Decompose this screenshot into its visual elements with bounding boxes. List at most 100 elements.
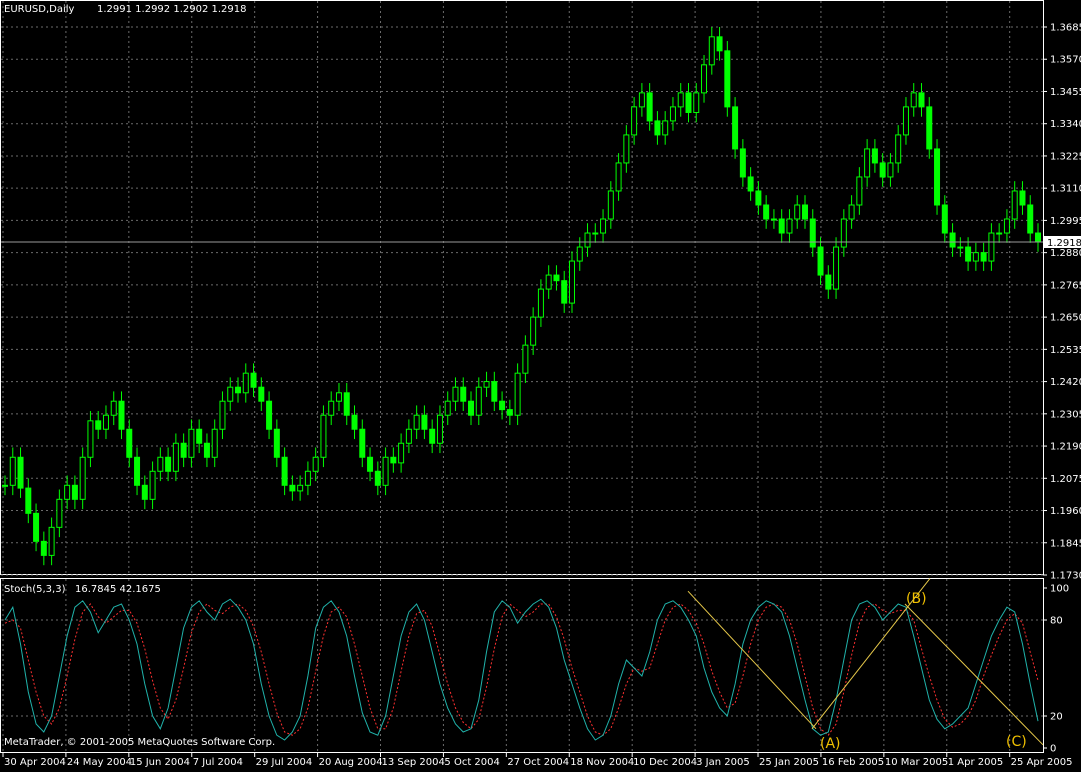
candle-body: [545, 274, 552, 290]
candle-body: [739, 148, 746, 178]
candle-body: [1027, 204, 1034, 234]
candle-body: [801, 204, 808, 220]
candle-body: [134, 456, 141, 486]
candle-body: [273, 428, 280, 458]
candle-body: [592, 232, 599, 235]
candle-body: [227, 386, 234, 402]
candle-body: [405, 428, 412, 444]
candle-body: [701, 64, 708, 94]
candle-body: [833, 246, 840, 290]
time-tick-label: 16 Feb 2005: [822, 757, 884, 768]
price-tick-label: 1.1730: [1050, 571, 1081, 582]
candle-body: [157, 456, 164, 472]
candle-body: [941, 204, 948, 234]
current-price-label: 1.2918: [1047, 238, 1081, 249]
candle-body: [188, 428, 195, 458]
candle-body: [304, 470, 311, 486]
price-panel-frame: [0, 0, 1044, 575]
candle-body: [763, 204, 770, 220]
candle-body: [367, 456, 374, 472]
candle-body: [607, 190, 614, 220]
time-tick-label: 15 Jun 2004: [130, 757, 190, 768]
time-tick-label: 24 May 2004: [67, 757, 132, 768]
stoch-tick-label: 0: [1050, 744, 1056, 755]
candle-body: [9, 456, 16, 486]
candle-body: [770, 218, 777, 221]
candle-body: [468, 400, 475, 416]
candle-body: [848, 204, 855, 220]
wave-lines: [687, 578, 1044, 746]
price-tick-label: 1.3340: [1050, 119, 1081, 130]
copyright-text: MetaTrader, © 2001-2005 MetaQuotes Softw…: [4, 737, 275, 748]
price-tick-label: 1.2765: [1050, 280, 1081, 291]
candle-body: [530, 316, 537, 346]
candle-body: [281, 456, 288, 486]
candle-body: [600, 218, 607, 234]
price-tick-label: 1.1960: [1050, 506, 1081, 517]
candle-body: [219, 400, 226, 430]
stoch-title: Stoch(5,3,3): [4, 584, 66, 595]
candle-body: [669, 106, 676, 122]
time-tick-label: 25 Jan 2005: [759, 757, 819, 768]
candle-body: [56, 498, 63, 528]
candle-body: [522, 344, 529, 374]
stoch-tick-label: 20: [1050, 712, 1063, 723]
candle-body: [320, 414, 327, 458]
wave-label-b: (B): [906, 591, 927, 607]
time-tick-label: 27 Oct 2004: [507, 757, 569, 768]
candle-body: [631, 106, 638, 136]
candle-body: [421, 414, 428, 430]
candle-body: [475, 386, 482, 416]
candle-body: [918, 92, 925, 108]
price-tick-label: 1.3110: [1050, 184, 1081, 195]
wave-line-1: [687, 590, 817, 730]
candle-body: [343, 392, 350, 416]
candle-body: [615, 162, 622, 192]
candle-body: [809, 218, 816, 248]
candle-body: [1003, 218, 1010, 234]
candle-body: [902, 106, 909, 136]
candle-body: [436, 414, 443, 444]
candle-body: [506, 409, 513, 416]
stoch-panel-frame: [0, 578, 1044, 753]
price-tick-label: 1.2650: [1050, 313, 1081, 324]
candle-body: [297, 484, 304, 492]
stoch-values: 16.7845 42.1675: [75, 584, 161, 595]
time-tick-label: 10 Dec 2004: [633, 757, 697, 768]
candle-body: [996, 232, 1003, 235]
candle-body: [568, 260, 575, 304]
time-tick-label: 29 Jul 2004: [256, 757, 313, 768]
time-tick-label: 3 Jan 2005: [696, 757, 750, 768]
candle-body: [491, 381, 498, 402]
candle-body: [64, 484, 71, 500]
wave-line-2: [811, 578, 931, 730]
candle-body: [374, 470, 381, 486]
candle-body: [149, 470, 156, 500]
candle-body: [460, 386, 467, 402]
candle-body: [312, 456, 319, 472]
candle-body: [879, 162, 886, 178]
time-tick-label: 25 Apr 2005: [1011, 757, 1073, 768]
candle-body: [957, 246, 964, 249]
candle-body: [351, 414, 358, 430]
candle-body: [972, 252, 979, 262]
candle-body: [328, 400, 335, 416]
candle-body: [250, 372, 257, 388]
time-tick-label: 10 Mar 2005: [885, 757, 948, 768]
candle-body: [825, 274, 832, 290]
stoch-tick-label: 100: [1050, 584, 1069, 595]
candle-body: [398, 442, 405, 464]
candle-body: [242, 372, 249, 394]
candle-body: [335, 392, 342, 402]
price-tick-label: 1.1845: [1050, 538, 1081, 549]
candle-body: [638, 92, 645, 108]
stoch-tick-label: 80: [1050, 616, 1063, 627]
candle-body: [654, 120, 661, 136]
ohlc-values: 1.2991 1.2992 1.2902 1.2918: [97, 4, 247, 15]
candle-body: [33, 512, 40, 542]
time-tick-label: 5 Oct 2004: [444, 757, 499, 768]
candle-body: [537, 288, 544, 318]
candle-body: [499, 400, 506, 411]
